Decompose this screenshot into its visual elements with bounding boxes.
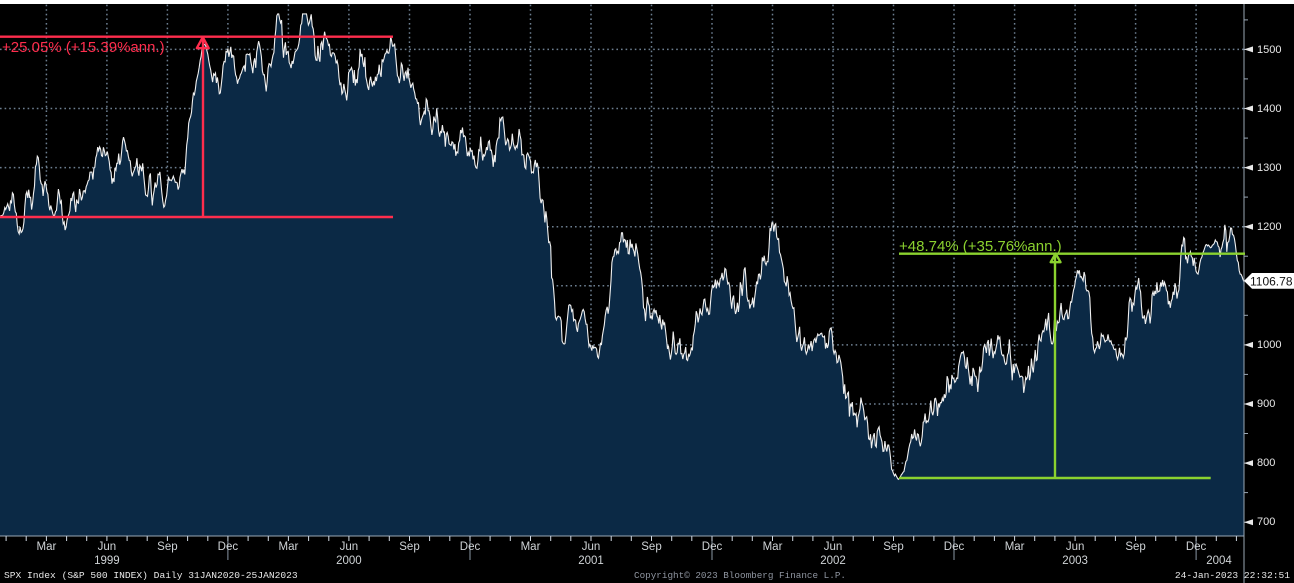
svg-text:Copyright© 2023 Bloomberg Fina: Copyright© 2023 Bloomberg Finance L.P.: [634, 570, 846, 581]
svg-text:2004: 2004: [1206, 555, 1232, 567]
svg-text:2003: 2003: [1062, 555, 1088, 567]
svg-text:Mar: Mar: [278, 541, 298, 553]
svg-text:900: 900: [1257, 398, 1275, 410]
svg-text:Dec: Dec: [1186, 541, 1207, 553]
svg-text:Dec: Dec: [218, 541, 239, 553]
svg-text:Jun: Jun: [824, 541, 843, 553]
svg-text:Sep: Sep: [1125, 541, 1145, 553]
svg-text:1300: 1300: [1257, 162, 1281, 174]
svg-text:Dec: Dec: [702, 541, 723, 553]
svg-text:Jun: Jun: [98, 541, 117, 553]
svg-text:800: 800: [1257, 457, 1275, 469]
svg-text:Sep: Sep: [883, 541, 903, 553]
svg-text:Mar: Mar: [36, 541, 56, 553]
svg-text:1999: 1999: [94, 555, 120, 567]
svg-text:Sep: Sep: [399, 541, 419, 553]
svg-text:Mar: Mar: [521, 541, 541, 553]
svg-text:SPX Index (S&P 500 INDEX) Da: SPX Index (S&P 500 INDEX) Daily 31JAN202…: [4, 570, 298, 581]
svg-text:Dec: Dec: [944, 541, 965, 553]
svg-text:1400: 1400: [1257, 103, 1281, 115]
svg-text:2002: 2002: [820, 555, 846, 567]
svg-text:2000: 2000: [336, 555, 362, 567]
svg-text:2001: 2001: [578, 555, 604, 567]
svg-text:1200: 1200: [1257, 221, 1281, 233]
svg-text:Sep: Sep: [641, 541, 661, 553]
svg-text:Sep: Sep: [157, 541, 177, 553]
svg-text:Jun: Jun: [340, 541, 359, 553]
svg-text:Mar: Mar: [763, 541, 783, 553]
svg-text:+48.74% (+35.76%ann.): +48.74% (+35.76%ann.): [899, 238, 1062, 255]
svg-text:1106.78: 1106.78: [1250, 275, 1293, 289]
svg-text:700: 700: [1257, 516, 1275, 528]
svg-text:Dec: Dec: [460, 541, 481, 553]
svg-text:24-Jan-2023 22:32:51: 24-Jan-2023 22:32:51: [1175, 570, 1290, 581]
svg-text:Jun: Jun: [582, 541, 601, 553]
svg-text:1000: 1000: [1257, 339, 1281, 351]
svg-text:Jun: Jun: [1066, 541, 1085, 553]
svg-text:Mar: Mar: [1005, 541, 1025, 553]
svg-text:1500: 1500: [1257, 44, 1281, 56]
svg-text:+25.05% (+15.39%ann.): +25.05% (+15.39%ann.): [2, 39, 165, 56]
